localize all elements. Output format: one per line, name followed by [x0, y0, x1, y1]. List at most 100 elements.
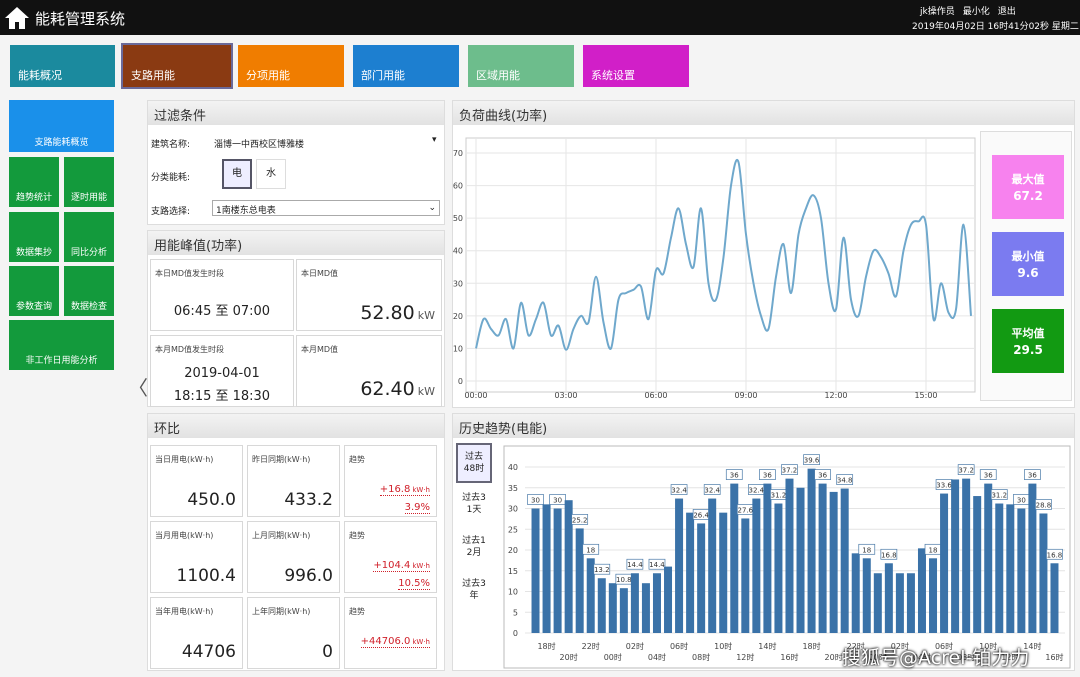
change: +16.8: [379, 484, 411, 495]
ratio-value: 0: [322, 642, 333, 662]
ratio-cell: 上月同期(kW·h) 996.0: [247, 521, 340, 593]
range-button[interactable]: 过去31天: [462, 493, 486, 515]
unit: kW·h: [412, 638, 430, 646]
ratio-cell: 上年同期(kW·h) 0: [247, 597, 340, 669]
sidebar-item[interactable]: 趋势统计: [9, 157, 59, 207]
stat-value: 29.5: [1013, 343, 1043, 357]
trend-change: +44706.0 kW·h: [360, 636, 430, 648]
cell-label: 本日MD值: [301, 269, 339, 278]
ratio-cell: 昨日同期(kW·h) 433.2: [247, 445, 340, 517]
nav-tab[interactable]: 能耗概况: [10, 45, 115, 87]
cell-label: 趋势: [349, 531, 365, 540]
period: 2019-04-01: [184, 366, 260, 381]
stat-box: 平均值 29.5: [992, 309, 1064, 373]
filter-panel: 过滤条件 建筑名称: 淄博一中西校区博雅楼 ▾ 分类能耗: 电 水 支路选择: …: [147, 100, 445, 225]
nav-tab[interactable]: 支路用能: [121, 43, 233, 89]
ratio-cell: 趋势 +16.8 kW·h 3.9%: [344, 445, 437, 517]
ratio-cell: 当年用电(kW·h) 44706: [150, 597, 243, 669]
sidebar-item[interactable]: 数据检查: [64, 266, 114, 316]
stat-box: 最大值 67.2: [992, 155, 1064, 219]
cell-label: 本日MD值发生时段: [155, 269, 225, 278]
peak-panel: 用能峰值(功率) 本日MD值发生时段 06:45 至 07:00 本日MD值 52.8…: [147, 230, 445, 407]
label: 支路选择:: [151, 207, 191, 217]
sidebar-item[interactable]: 数据集抄: [9, 212, 59, 262]
peak-cell: 本月MD值发生时段 2019-04-01 18:15 至 18:30: [150, 335, 294, 407]
sidebar-item[interactable]: 同比分析: [64, 212, 114, 262]
ratio-value: 996.0: [284, 566, 333, 586]
ratio-value: 1100.4: [176, 566, 236, 586]
option-button[interactable]: 电: [222, 159, 252, 189]
trend-percent: 10.5%: [398, 578, 430, 590]
cell-label: 昨日同期(kW·h): [252, 455, 311, 464]
dropdown-arrow: ▾: [432, 135, 437, 145]
stat-label: 平均值: [1011, 327, 1045, 340]
unit: kW·h: [412, 486, 430, 494]
header: 能耗管理系统 jk操作员 最小化 退出 2019年04月02日 16时41分02…: [0, 0, 1080, 35]
unit: kW: [417, 385, 435, 398]
md-value: 62.40 kW: [360, 378, 435, 400]
branch: 1南楼东总电表: [216, 206, 276, 216]
range-button[interactable]: 过去12月: [462, 536, 486, 558]
peak-cell: 本日MD值 52.80 kW: [296, 259, 442, 331]
cell-label: 当月用电(kW·h): [155, 531, 214, 540]
nav-tab[interactable]: 系统设置: [583, 45, 689, 87]
cell-label: 当日用电(kW·h): [155, 455, 214, 464]
trend-change: +16.8 kW·h: [379, 484, 430, 496]
panel-title: 用能峰值(功率): [148, 231, 444, 255]
history-panel: 历史趋势(电能): [452, 413, 1075, 671]
ratio-cell: 趋势 +44706.0 kW·h: [344, 597, 437, 669]
trend-percent: 3.9%: [404, 502, 430, 514]
peak-cell: 本月MD值 62.40 kW: [296, 335, 442, 407]
value: 52.80: [360, 302, 415, 324]
nav-tab[interactable]: 区域用能: [468, 45, 574, 87]
panel-title: 过滤条件: [148, 101, 444, 125]
ratio-panel: 环比 当日用电(kW·h) 450.0 昨日同期(kW·h) 433.2 趋势 +16.8…: [147, 413, 445, 671]
panel-title: 历史趋势(电能): [453, 414, 1074, 438]
ratio-cell: 当月用电(kW·h) 1100.4: [150, 521, 243, 593]
nav-tab[interactable]: 部门用能: [353, 45, 459, 87]
label: 分类能耗:: [151, 173, 191, 183]
cell-label: 当年用电(kW·h): [155, 607, 214, 616]
range-button[interactable]: 过去48时: [456, 443, 492, 483]
nav-tab[interactable]: 分项用能: [238, 45, 344, 87]
user[interactable]: jk操作员: [920, 7, 955, 17]
panel-title: 负荷曲线(功率): [453, 101, 1074, 125]
trend-change: +104.4 kW·h: [373, 560, 430, 572]
period: 18:15 至 18:30: [173, 389, 271, 404]
logout[interactable]: 退出: [997, 7, 1016, 17]
cell-label: 本月MD值发生时段: [155, 345, 225, 354]
sidebar-item[interactable]: 参数查询: [9, 266, 59, 316]
change: +44706.0: [360, 636, 411, 647]
sidebar-item[interactable]: 支路能耗概览: [9, 100, 114, 152]
app-title: 能耗管理系统: [35, 10, 126, 28]
cell-label: 趋势: [349, 607, 365, 616]
option-button[interactable]: 水: [256, 159, 286, 189]
collapse-arrow[interactable]: 〈: [128, 376, 148, 400]
unit: kW: [417, 309, 435, 322]
branch-select[interactable]: 1南楼东总电表 ⌄: [212, 200, 440, 216]
panel-title: 环比: [148, 414, 444, 438]
sidebar-item[interactable]: 非工作日用能分析: [9, 320, 114, 370]
stat-label: 最大值: [1011, 173, 1045, 186]
change: +104.4: [373, 560, 411, 571]
ratio-cell: 当日用电(kW·h) 450.0: [150, 445, 243, 517]
period: 06:45 至 07:00: [173, 304, 271, 319]
cell-label: 趋势: [349, 455, 365, 464]
ratio-cell: 趋势 +104.4 kW·h 10.5%: [344, 521, 437, 593]
peak-cell: 本日MD值发生时段 06:45 至 07:00: [150, 259, 294, 331]
ratio-value: 44706: [181, 642, 236, 662]
building-select[interactable]: 淄博一中西校区博雅楼: [214, 140, 305, 150]
range-button[interactable]: 过去3年: [462, 579, 486, 601]
home-icon: [5, 7, 29, 29]
load-panel: 负荷曲线(功率): [452, 100, 1075, 408]
cell-label: 上月同期(kW·h): [252, 531, 311, 540]
label: 建筑名称:: [151, 140, 191, 150]
sidebar-item[interactable]: 逐时用能: [64, 157, 114, 207]
md-value: 52.80 kW: [360, 302, 435, 324]
ratio-value: 433.2: [284, 490, 333, 510]
stat-value: 9.6: [1017, 266, 1039, 280]
cell-label: 本月MD值: [301, 345, 339, 354]
minimize[interactable]: 最小化: [962, 7, 990, 17]
watermark: 搜狐号@Acrel-铂力力: [842, 647, 1030, 669]
